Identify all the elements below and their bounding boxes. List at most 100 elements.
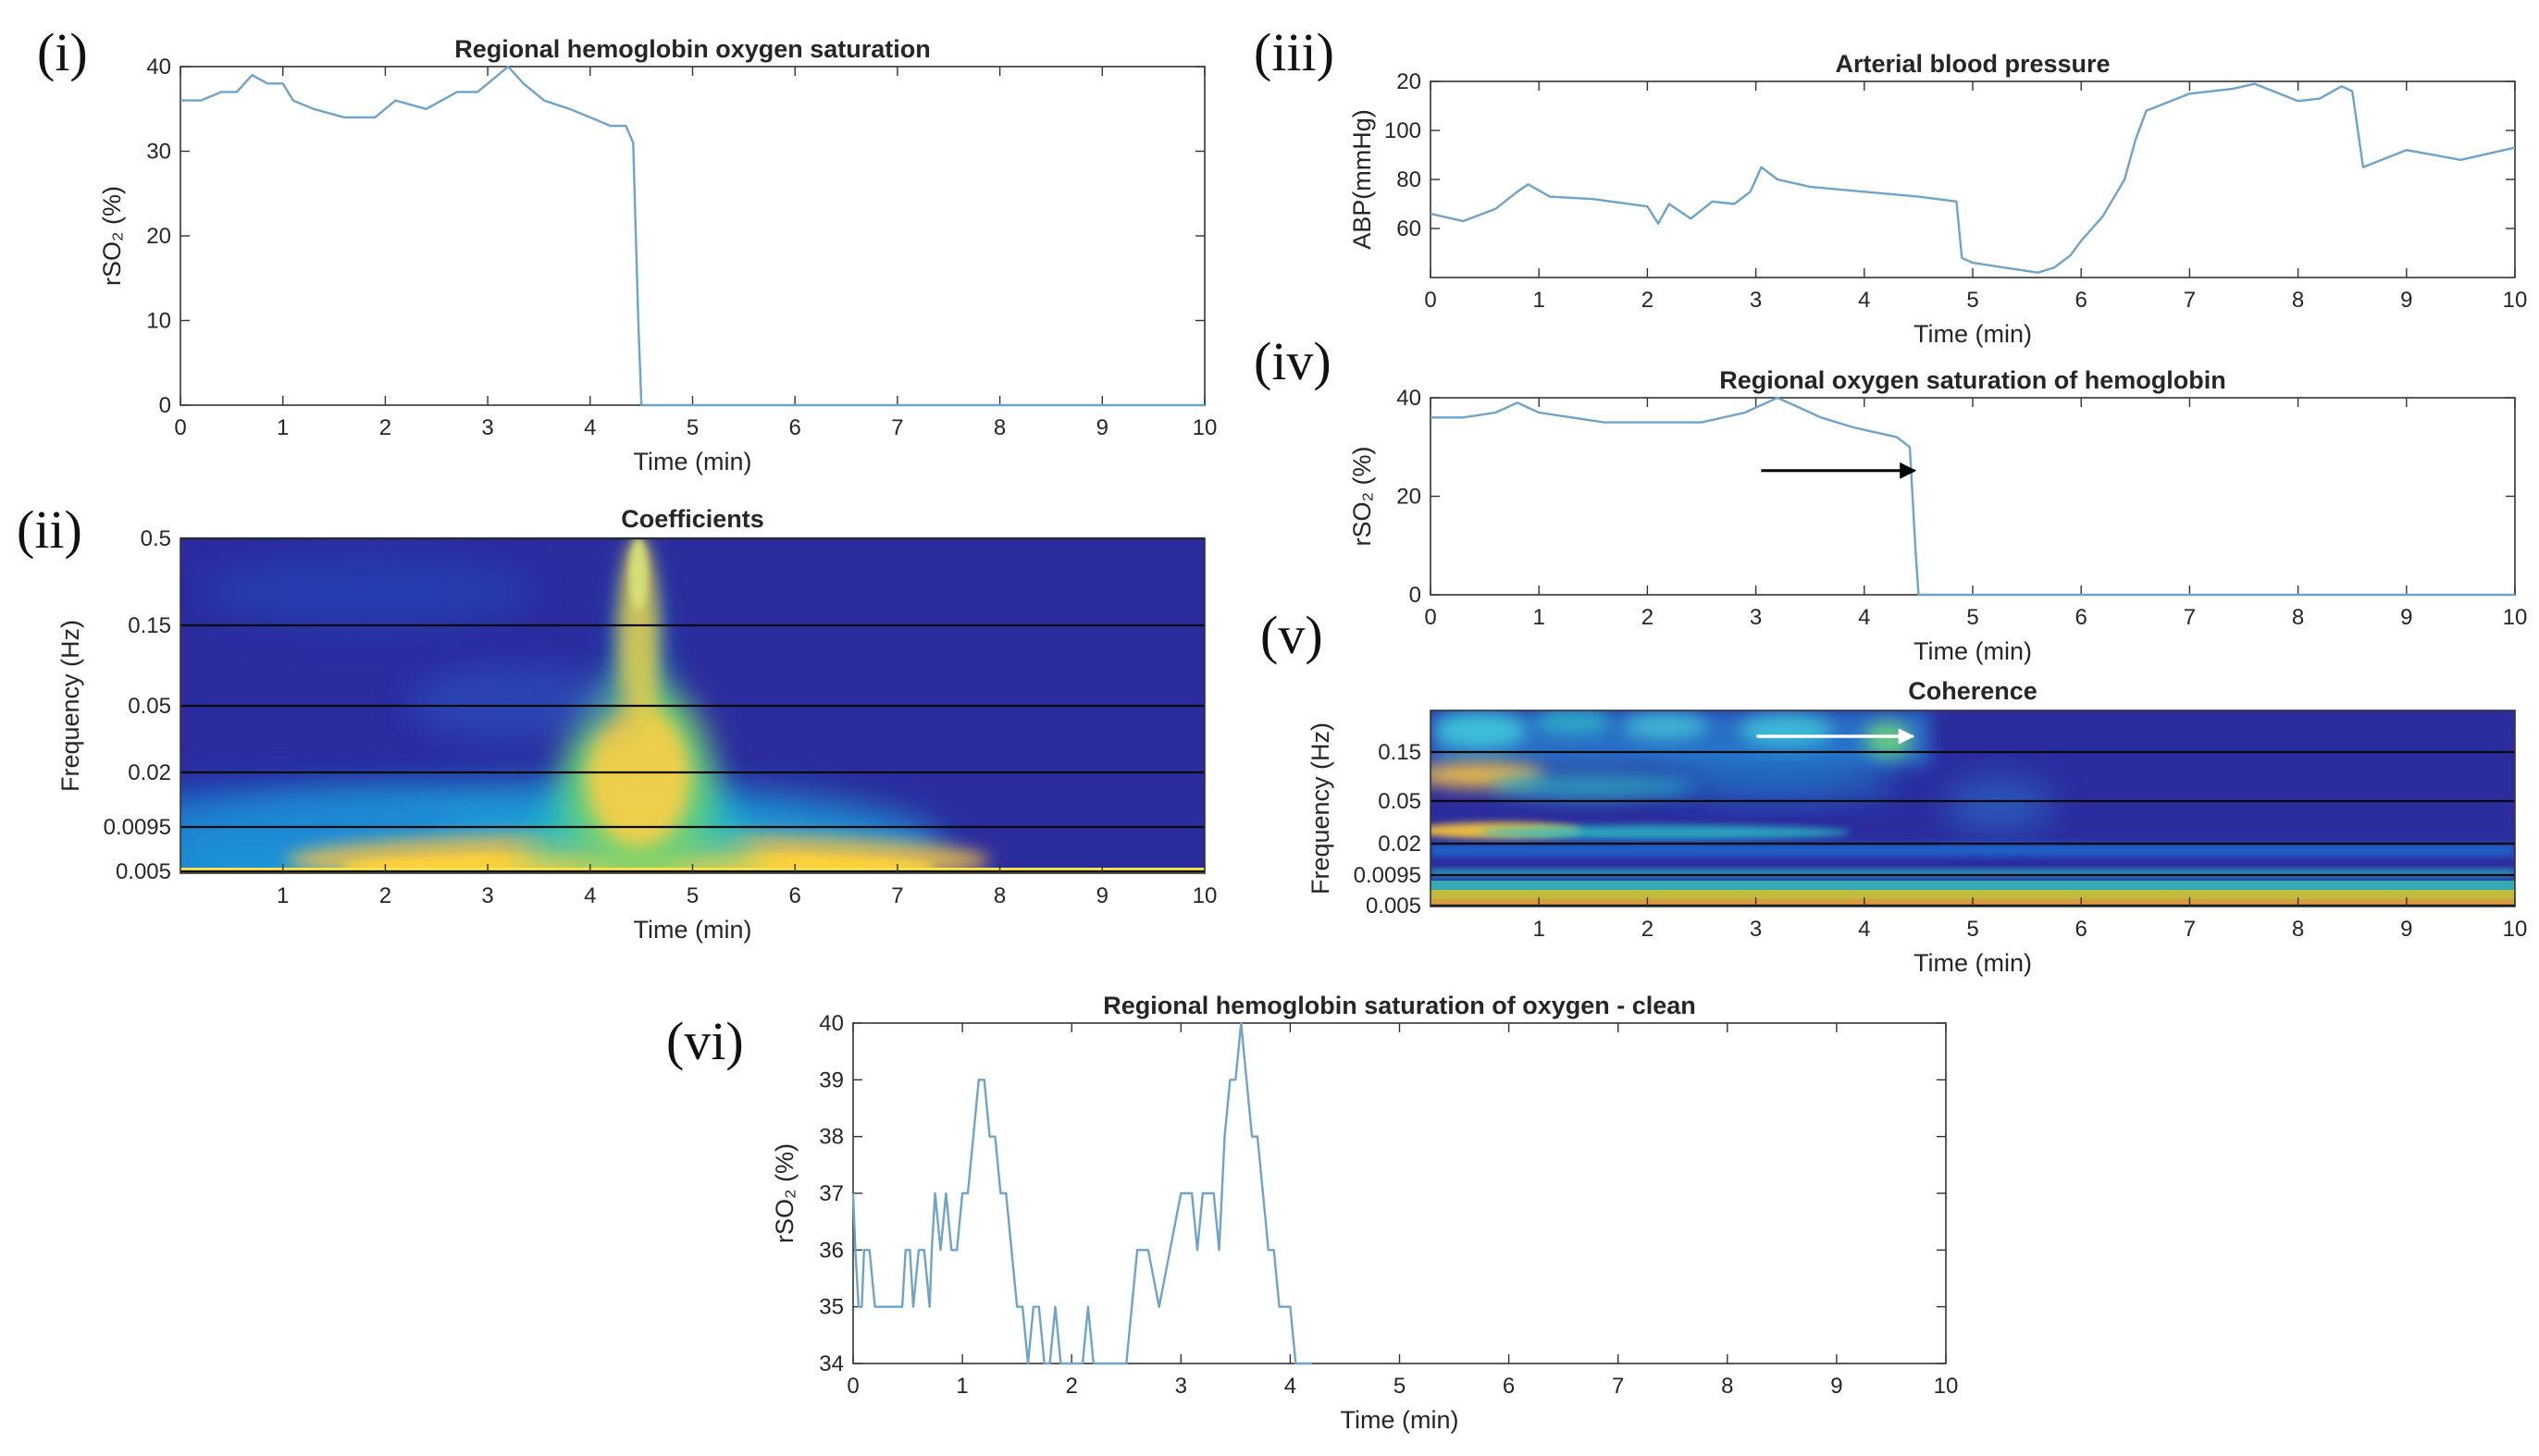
x-tick-label: 2 — [1641, 917, 1653, 942]
x-tick-label: 8 — [2292, 917, 2304, 942]
x-tick-label: 10 — [2503, 288, 2528, 313]
x-tick-label: 2 — [1066, 1374, 1078, 1399]
x-tick-label: 3 — [481, 883, 493, 908]
x-tick-label: 3 — [1750, 288, 1762, 313]
x-tick-label: 4 — [584, 883, 596, 908]
x-axis-label: Time (min) — [1914, 949, 2032, 977]
x-tick-label: 10 — [2503, 917, 2528, 942]
x-tick-label: 2 — [1641, 605, 1653, 630]
x-tick-label: 8 — [2292, 605, 2304, 630]
chart-i: 0 1 2 3 4 5 6 7 8 9 10 0 10 20 30 40 Regional hemoglobin… — [98, 35, 1217, 475]
x-tick-label: 3 — [1175, 1374, 1187, 1399]
x-axis-label: Time (min) — [634, 916, 752, 944]
y-tick-label: 30 — [146, 140, 171, 165]
chart-title: Regional hemoglobin oxygen saturation — [454, 35, 931, 63]
x-tick-label: 6 — [2075, 917, 2087, 942]
y-axis-label: Frequency (Hz) — [56, 620, 84, 792]
chart-iii: 0 1 2 3 4 5 6 7 8 9 10 60 80 100 20 Arterial blood pres… — [1348, 50, 2527, 348]
series-line — [180, 65, 1205, 407]
x-tick-label: 1 — [1533, 288, 1545, 313]
x-tick-label: 5 — [687, 883, 699, 908]
axes-box — [1430, 80, 2516, 278]
chart-ii: 0.5 0.15 0.05 0.02 0.0095 0.005 1 2 3 4 5 6 7 8 9 10 Coe… — [56, 505, 1217, 944]
panel-label-v: (v) — [1260, 605, 1323, 665]
y-tick-label: 0.0095 — [1354, 863, 1421, 888]
x-tick-label: 10 — [2503, 605, 2528, 630]
chart-title: Regional oxygen saturation of hemoglobin — [1719, 366, 2226, 394]
x-axis-label: Time (min) — [1914, 637, 2032, 665]
x-tick-label: 10 — [1193, 415, 1218, 440]
y-tick-label: 0.02 — [128, 760, 171, 785]
x-tick-label: 4 — [1284, 1374, 1296, 1399]
x-tick-label: 2 — [379, 883, 391, 908]
x-tick-label: 0 — [174, 415, 186, 440]
x-tick-label: 1 — [277, 415, 289, 440]
y-axis-label: rSO₂ (%) — [771, 1143, 799, 1243]
panel-label-iii: (iii) — [1254, 22, 1334, 82]
chart-title: Coefficients — [621, 505, 764, 533]
y-tick-label: 20 — [1396, 485, 1421, 510]
axes-box — [1430, 709, 2516, 907]
panel-label-vi: (vi) — [666, 1011, 744, 1071]
x-tick-label: 4 — [1858, 917, 1870, 942]
x-tick-label: 7 — [891, 883, 903, 908]
x-tick-label: 6 — [789, 883, 801, 908]
x-tick-label: 5 — [1966, 288, 1978, 313]
y-tick-label: 0.005 — [1366, 894, 1421, 919]
y-axis-label: rSO₂ (%) — [98, 186, 126, 286]
x-tick-label: 0 — [1424, 605, 1436, 630]
y-tick-label: 40 — [146, 55, 171, 80]
panel-label-i: (i) — [37, 22, 88, 82]
x-axis-label: Time (min) — [1341, 1406, 1459, 1434]
x-tick-label: 2 — [379, 415, 391, 440]
y-tick-label: 36 — [819, 1238, 844, 1263]
y-tick-label: 39 — [819, 1067, 844, 1092]
y-tick-label: 80 — [1396, 167, 1421, 192]
y-axis-label: Frequency (Hz) — [1307, 722, 1334, 895]
x-tick-label: 3 — [481, 415, 493, 440]
y-tick-label: 0.0095 — [104, 815, 171, 840]
x-tick-label: 7 — [891, 415, 903, 440]
x-tick-label: 2 — [1641, 288, 1653, 313]
chart-title: Coherence — [1908, 677, 2037, 705]
x-tick-label: 5 — [1966, 605, 1978, 630]
chart-title: Arterial blood pressure — [1835, 50, 2110, 78]
x-tick-label: 9 — [1096, 415, 1108, 440]
x-tick-label: 4 — [584, 415, 596, 440]
y-tick-label: 0.15 — [1378, 740, 1421, 765]
x-tick-label: 6 — [2075, 288, 2087, 313]
x-tick-label: 1 — [956, 1374, 968, 1399]
axes-box — [180, 537, 1206, 874]
x-tick-label: 9 — [2400, 917, 2412, 942]
x-tick-label: 8 — [994, 415, 1006, 440]
x-tick-label: 7 — [2184, 288, 2196, 313]
y-axis-label: rSO₂ (%) — [1348, 447, 1376, 547]
panel-label-iv: (iv) — [1254, 331, 1331, 391]
coherence-heatmap-image — [1431, 710, 2515, 907]
x-tick-label: 5 — [1393, 1374, 1406, 1399]
panel-label-ii: (ii) — [17, 500, 82, 560]
x-tick-label: 4 — [1858, 605, 1870, 630]
x-tick-label: 3 — [1750, 917, 1762, 942]
series-line — [851, 1021, 1312, 1365]
x-axis-label: Time (min) — [1914, 320, 2032, 348]
y-tick-label: 100 — [1384, 118, 1421, 143]
x-tick-label: 9 — [1830, 1374, 1842, 1399]
y-tick-label: 0.02 — [1378, 832, 1421, 857]
axes-box — [852, 1022, 1947, 1364]
x-tick-label: 8 — [1721, 1374, 1733, 1399]
x-tick-label: 8 — [994, 883, 1006, 908]
x-tick-label: 10 — [1934, 1374, 1959, 1399]
x-tick-label: 7 — [2184, 917, 2196, 942]
y-tick-label: 40 — [819, 1011, 844, 1036]
y-tick-label: 60 — [1396, 216, 1421, 241]
x-tick-label: 5 — [687, 415, 699, 440]
x-tick-label: 9 — [1096, 883, 1108, 908]
y-tick-label: 10 — [146, 309, 171, 334]
x-tick-label: 1 — [277, 883, 289, 908]
y-tick-label: 34 — [819, 1351, 844, 1376]
y-tick-label: 0.5 — [141, 526, 171, 551]
